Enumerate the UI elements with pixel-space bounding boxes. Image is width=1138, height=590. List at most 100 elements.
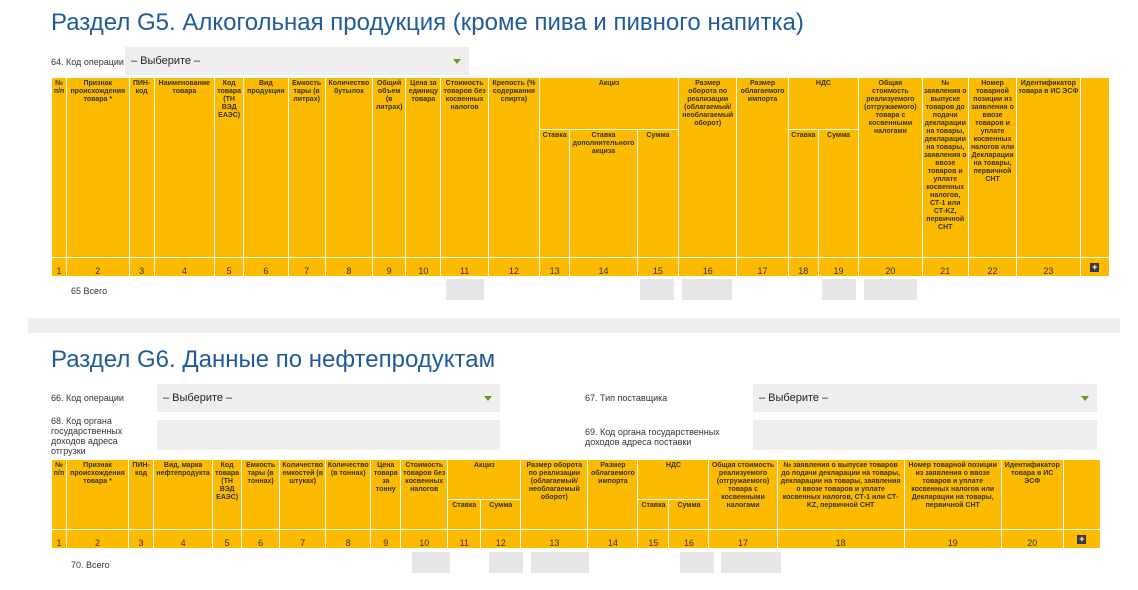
g5-h-23: Идентификатор товара в ИС ЭСФ bbox=[1016, 77, 1081, 258]
g5-h-15: Сумма bbox=[636, 129, 680, 258]
plus-icon[interactable]: + bbox=[1090, 261, 1100, 272]
g6-delivery-org-input[interactable] bbox=[753, 420, 1097, 450]
g6-h-10: Стоимость товаров без косвенных налогов bbox=[400, 459, 449, 530]
g6-total-turnover bbox=[531, 552, 589, 573]
g5-n-13: 13 bbox=[539, 257, 571, 277]
g6-n-17: 17 bbox=[708, 529, 778, 549]
g5-n-1: 1 bbox=[50, 257, 68, 277]
g6-h-vat: НДС bbox=[637, 459, 710, 500]
plus-icon[interactable]: + bbox=[1077, 533, 1087, 544]
g6-h-8: Количество (в тоннах) bbox=[325, 459, 372, 530]
g6-n-15: 15 bbox=[637, 529, 670, 549]
g6-n-13: 13 bbox=[520, 529, 589, 549]
chevron-down-icon bbox=[1081, 396, 1089, 401]
g5-total-excise-sum bbox=[640, 279, 674, 300]
g5-h-3: ПИН-код bbox=[128, 77, 155, 258]
chevron-down-icon bbox=[484, 396, 492, 401]
g5-n-14: 14 bbox=[569, 257, 638, 277]
g5-n-22: 22 bbox=[967, 257, 1018, 277]
g5-n-16: 16 bbox=[678, 257, 738, 277]
g6-h-13: Размер оборота по реализации (облагаемый… bbox=[520, 459, 589, 530]
g5-n-3: 3 bbox=[128, 257, 155, 277]
g6-h-19: Номер товарной позиции из заявления о вв… bbox=[903, 459, 1002, 530]
g6-total-vat-sum bbox=[680, 552, 714, 573]
g5-h-vat: НДС bbox=[787, 77, 860, 130]
g5-n-21: 21 bbox=[921, 257, 969, 277]
g6-n-6: 6 bbox=[241, 529, 281, 549]
g5-operation-code-value: – Выберите – bbox=[131, 55, 201, 67]
g5-h-8: Количество бутылок bbox=[324, 77, 374, 258]
g5-n-18: 18 bbox=[787, 257, 819, 277]
g6-h-6: Емкость тары (в тоннах) bbox=[241, 459, 281, 530]
g5-h-17: Размер облагаемого импорта bbox=[736, 77, 789, 258]
g6-h-9: Цена товара за тонну bbox=[370, 459, 402, 530]
g6-supplier-type-select[interactable]: – Выберите – bbox=[753, 384, 1097, 412]
g5-n-5: 5 bbox=[214, 257, 245, 277]
g6-n-19: 19 bbox=[903, 529, 1002, 549]
g5-operation-code-select[interactable]: – Выберите – bbox=[125, 47, 469, 75]
g6-n-2: 2 bbox=[65, 529, 130, 549]
g6-supplier-type-label: 67. Тип поставщика bbox=[585, 393, 668, 403]
g6-add-row-cell: + bbox=[1062, 529, 1102, 549]
g6-total-label: 70. Всего bbox=[71, 560, 110, 570]
g6-n-8: 8 bbox=[325, 529, 372, 549]
g5-total-vat-sum bbox=[822, 279, 856, 300]
g5-h-19: Сумма bbox=[817, 129, 860, 258]
g5-h-21: № заявления о выпуске товаров до подачи … bbox=[921, 77, 969, 258]
g6-h-14: Размер облагаемого импорта bbox=[587, 459, 639, 530]
g6-n-4: 4 bbox=[153, 529, 214, 549]
g5-h-20: Общая стоимость реализуемого (отгружаемо… bbox=[858, 77, 923, 258]
g6-h-blank bbox=[1062, 459, 1102, 530]
g6-h-7: Количество емкостей (в штуках) bbox=[279, 459, 327, 530]
g6-total-overall bbox=[721, 552, 781, 573]
section-g6-title: Раздел G6. Данные по нефтепродуктам bbox=[51, 346, 496, 373]
g6-h-20: Идентификатор товара в ИС ЭСФ bbox=[1000, 459, 1064, 530]
g6-table: № п/п Признак происхождения товара * ПИН… bbox=[51, 459, 1102, 549]
g5-total-cost bbox=[446, 279, 484, 300]
g5-h-10: Цена за единицу товара bbox=[405, 77, 442, 258]
g5-h-6: Вид продукции bbox=[243, 77, 289, 258]
g5-add-row-cell: + bbox=[1079, 257, 1111, 277]
g6-n-5: 5 bbox=[212, 529, 243, 549]
g5-h-7: Емкость тары (в литрах) bbox=[287, 77, 326, 258]
g6-n-7: 7 bbox=[279, 529, 327, 549]
g6-h-excise: Акциз bbox=[447, 459, 522, 500]
g6-h-3: ПИН-код bbox=[128, 459, 155, 530]
g6-h-4: Вид, марка нефтепродукта bbox=[153, 459, 214, 530]
g5-h-12: Крепость (% содержания спирта) bbox=[487, 77, 541, 258]
g5-h-9: Общий объем (в литрах) bbox=[372, 77, 407, 258]
g6-ship-org-input[interactable] bbox=[157, 420, 500, 450]
chevron-down-icon bbox=[453, 59, 461, 64]
section-divider bbox=[28, 318, 1120, 333]
g5-total-turnover bbox=[682, 279, 732, 300]
g5-n-4: 4 bbox=[153, 257, 216, 277]
g5-h-1: № п/п bbox=[50, 77, 68, 258]
g6-n-20: 20 bbox=[1000, 529, 1064, 549]
g6-h-18: № заявления о выпуске товаров до подачи … bbox=[776, 459, 905, 530]
g6-ship-org-label: 68. Код органа государственных доходов а… bbox=[51, 416, 123, 456]
g5-n-12: 12 bbox=[487, 257, 541, 277]
g6-n-9: 9 bbox=[370, 529, 402, 549]
g6-delivery-org-label: 69. Код органа государственных доходов а… bbox=[585, 427, 720, 447]
g5-h-11: Стоимость товаров без косвенных налогов bbox=[440, 77, 489, 258]
g6-n-12: 12 bbox=[480, 529, 522, 549]
g5-n-19: 19 bbox=[817, 257, 860, 277]
g6-n-1: 1 bbox=[51, 529, 67, 549]
section-g5-title: Раздел G5. Алкогольная продукция (кроме … bbox=[51, 9, 804, 36]
g5-total-label: 65 Всего bbox=[71, 286, 108, 296]
g5-h-5: Код товара (ТН ВЭД ЕАЭС) bbox=[214, 77, 245, 258]
g5-n-17: 17 bbox=[736, 257, 789, 277]
g6-h-2: Признак происхождения товара * bbox=[65, 459, 130, 530]
g5-n-20: 20 bbox=[858, 257, 923, 277]
g5-n-23: 23 bbox=[1016, 257, 1081, 277]
g6-operation-code-select[interactable]: – Выберите – bbox=[157, 384, 500, 412]
g6-supplier-type-value: – Выберите – bbox=[759, 392, 829, 404]
g6-h-11: Ставка bbox=[447, 499, 482, 530]
g6-n-11: 11 bbox=[447, 529, 482, 549]
g6-operation-code-label: 66. Код операции bbox=[51, 393, 124, 403]
g5-h-22: Номер товарной позиции из заявления о вв… bbox=[967, 77, 1018, 258]
g5-h-13: Ставка bbox=[539, 129, 571, 258]
g6-h-1: № п/п bbox=[51, 459, 67, 530]
g5-n-7: 7 bbox=[287, 257, 326, 277]
g5-n-2: 2 bbox=[66, 257, 130, 277]
